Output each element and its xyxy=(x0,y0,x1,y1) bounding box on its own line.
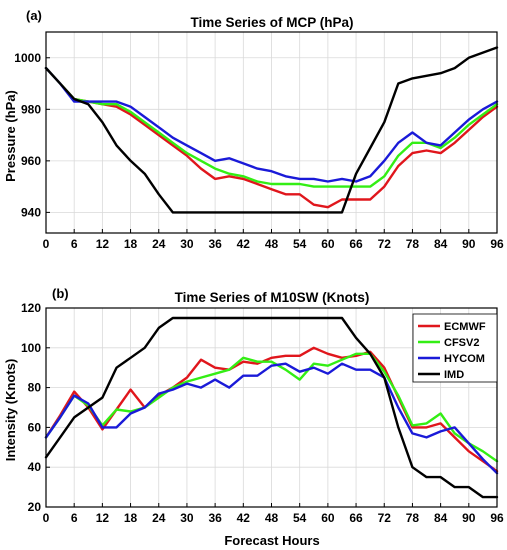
panel-b-x-tick-label: 60 xyxy=(321,511,335,525)
panel-b-x-tick-label: 84 xyxy=(434,511,448,525)
panel-b-series xyxy=(44,316,499,499)
panel-a-series-hycom xyxy=(44,66,499,183)
panel-b-ticks: 0 6 12 18 24 30 36 42 48 54 60 66 72 78 84 90 96 20 40 60 80… xyxy=(21,301,504,525)
panel-b-y-axis-label: Intensity (Knots) xyxy=(3,359,18,462)
panel-a-x-tick-label: 78 xyxy=(406,237,420,251)
panel-b-x-tick-label: 78 xyxy=(406,511,420,525)
panel-a-mcp: (a) Time Series of MCP (hPa) Pressure (h… xyxy=(3,8,504,251)
panel-a-x-tick-label: 90 xyxy=(462,237,476,251)
panel-b-y-tick-label: 20 xyxy=(28,500,42,514)
panel-b-x-tick-label: 0 xyxy=(43,511,50,525)
panel-b-x-axis-label: Forecast Hours xyxy=(224,533,319,548)
panel-a-x-tick-label: 6 xyxy=(71,237,78,251)
panel-b-y-tick-label: 100 xyxy=(21,341,41,355)
panel-b-m10sw: (b) Time Series of M10SW (Knots) Intensi… xyxy=(3,286,504,548)
legend: ECMWF CFSV2 HYCOM IMD xyxy=(412,313,498,383)
panel-b-x-tick-label: 54 xyxy=(293,511,307,525)
panel-a-y-tick-label: 940 xyxy=(21,205,41,219)
panel-a-x-tick-label: 84 xyxy=(434,237,448,251)
panel-a-y-axis-label: Pressure (hPa) xyxy=(3,90,18,182)
panel-b-x-tick-label: 30 xyxy=(180,511,194,525)
panel-a-series xyxy=(44,46,499,214)
panel-a-x-tick-label: 72 xyxy=(378,237,392,251)
panel-a-x-tick-label: 30 xyxy=(180,237,194,251)
panel-b-series-ecmwf xyxy=(44,346,499,473)
panel-a-title: Time Series of MCP (hPa) xyxy=(190,15,353,30)
legend-label-ecmwf: ECMWF xyxy=(444,321,486,333)
legend-label-imd: IMD xyxy=(444,369,464,381)
panel-b-x-tick-label: 24 xyxy=(152,511,166,525)
panel-b-label: (b) xyxy=(52,286,69,301)
panel-b-y-tick-label: 80 xyxy=(28,381,42,395)
panel-b-x-tick-label: 48 xyxy=(265,511,279,525)
panel-b-x-tick-label: 72 xyxy=(378,511,392,525)
panel-a-x-tick-label: 18 xyxy=(124,237,138,251)
panel-a-x-tick-label: 12 xyxy=(96,237,110,251)
panel-a-series-cfsv2 xyxy=(44,66,499,188)
panel-a-grid xyxy=(45,32,498,233)
panel-a-x-tick-label: 96 xyxy=(490,237,504,251)
panel-a-x-tick-label: 54 xyxy=(293,237,307,251)
panel-b-title: Time Series of M10SW (Knots) xyxy=(175,290,370,305)
legend-label-cfsv2: CFSV2 xyxy=(444,337,479,349)
legend-label-hycom: HYCOM xyxy=(444,353,485,365)
panel-b-series-hycom xyxy=(44,362,499,475)
panel-b-x-tick-label: 6 xyxy=(71,511,78,525)
panel-a-y-tick-label: 960 xyxy=(21,154,41,168)
panel-a-y-tick-label: 1000 xyxy=(14,51,41,65)
panel-a-plot-frame xyxy=(45,31,498,234)
panel-b-plot-frame xyxy=(45,307,498,508)
panel-b-series-cfsv2 xyxy=(44,352,499,463)
panel-a-x-tick-label: 48 xyxy=(265,237,279,251)
panel-a-x-tick-label: 60 xyxy=(321,237,335,251)
panel-b-x-tick-label: 42 xyxy=(237,511,251,525)
panel-a-ticks: 0 6 12 18 24 30 36 42 48 54 60 66 72 78 84 90 96 940 960 98… xyxy=(14,51,504,251)
panel-a-series-ecmwf xyxy=(44,66,499,209)
panel-b-x-tick-label: 12 xyxy=(96,511,110,525)
legend-items: ECMWF CFSV2 HYCOM IMD xyxy=(418,321,486,381)
panel-b-x-tick-label: 18 xyxy=(124,511,138,525)
panel-a-series-imd xyxy=(44,46,499,214)
panel-b-y-tick-label: 40 xyxy=(28,460,42,474)
panel-a-y-tick-label: 980 xyxy=(21,102,41,116)
panel-b-x-tick-label: 96 xyxy=(490,511,504,525)
panel-a-x-tick-label: 42 xyxy=(237,237,251,251)
panel-a-label: (a) xyxy=(26,8,42,23)
panel-a-x-tick-label: 66 xyxy=(349,237,363,251)
panel-b-y-tick-label: 60 xyxy=(28,420,42,434)
panel-a-x-tick-label: 0 xyxy=(43,237,50,251)
panel-a-x-tick-label: 24 xyxy=(152,237,166,251)
panel-b-series-imd xyxy=(44,316,499,499)
panel-b-x-tick-label: 66 xyxy=(349,511,363,525)
panel-a-x-tick-label: 36 xyxy=(208,237,222,251)
panel-b-y-tick-label: 120 xyxy=(21,301,41,315)
panel-b-x-tick-label: 90 xyxy=(462,511,476,525)
panel-b-x-tick-label: 36 xyxy=(208,511,222,525)
